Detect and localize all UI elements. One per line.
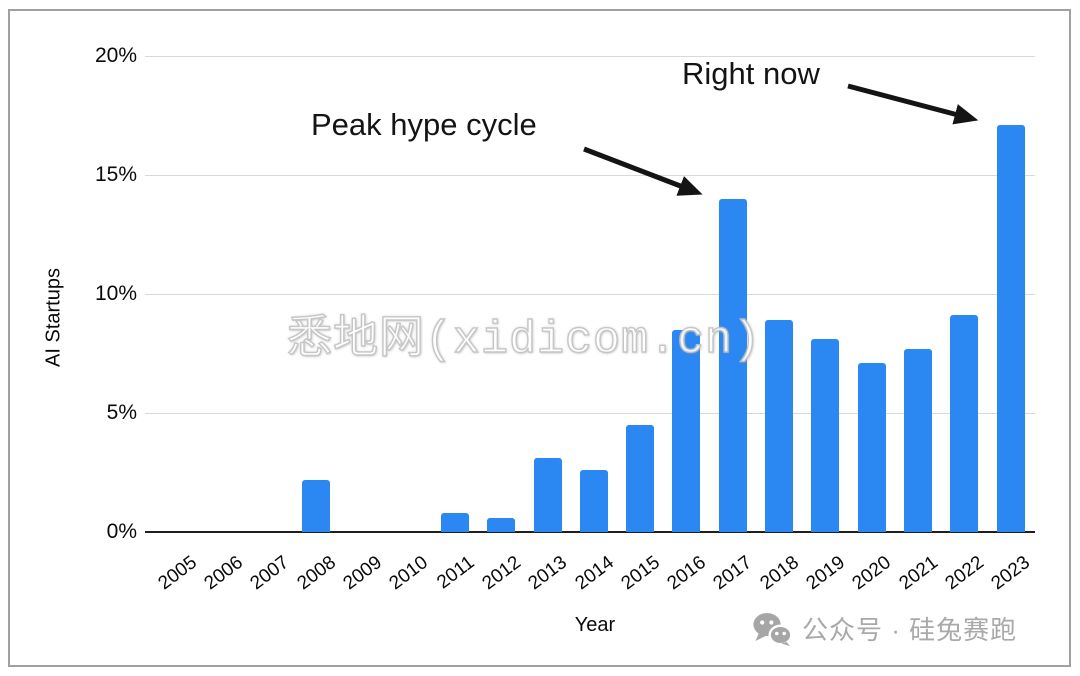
x-tick-label-2006: 2006 (200, 552, 248, 595)
x-tick-label-2005: 2005 (154, 552, 201, 595)
x-tick-label-2021: 2021 (895, 552, 942, 595)
wechat-account-label: 公众号 · 硅兔赛跑 (802, 615, 1018, 645)
x-tick-label-2014: 2014 (571, 552, 618, 595)
annotation-right-now: Right now (682, 56, 820, 91)
x-tick-label-2012: 2012 (478, 552, 525, 595)
bar-2020 (857, 363, 886, 532)
x-tick-label-2013: 2013 (524, 552, 572, 595)
bar-2018 (765, 320, 794, 532)
y-tick-label-10%: 10% (94, 282, 137, 305)
bar-2017 (718, 198, 747, 532)
annotation-peak-hype-cycle: Peak hype cycle (311, 107, 537, 142)
bar-2021 (903, 348, 932, 532)
bar-2023 (996, 125, 1025, 532)
wechat-footer: 公众号 · 硅兔赛跑 (752, 610, 1017, 647)
bar-2016 (672, 329, 701, 532)
y-tick-label-0%: 0% (106, 520, 137, 543)
x-tick-label-2023: 2023 (987, 552, 1035, 595)
x-tick-label-2017: 2017 (709, 552, 757, 595)
right-now-arrow (847, 83, 979, 125)
watermark-text: 悉地网(xidicom.cn) (286, 314, 762, 366)
chart-card-border (8, 9, 1071, 667)
x-tick-label-2015: 2015 (617, 552, 664, 595)
bar-2012 (487, 517, 516, 532)
x-tick-label-2022: 2022 (941, 552, 988, 595)
gridline-10% (145, 294, 1035, 295)
gridline-0% (145, 531, 1035, 533)
x-tick-label-2011: 2011 (433, 552, 479, 594)
bar-2022 (950, 315, 979, 532)
x-tick-label-2020: 2020 (848, 552, 896, 595)
y-tick-label-5%: 5% (106, 401, 137, 424)
x-tick-label-2016: 2016 (663, 552, 711, 595)
y-tick-label-15%: 15% (94, 163, 137, 186)
x-tick-label-2007: 2007 (246, 552, 294, 595)
x-tick-label-2009: 2009 (339, 552, 386, 595)
gridline-20% (145, 56, 1035, 57)
x-tick-label-2018: 2018 (756, 552, 803, 595)
x-tick-label-2008: 2008 (293, 552, 340, 595)
gridline-5% (145, 413, 1035, 414)
bar-2011 (440, 512, 469, 532)
wechat-icon (753, 612, 792, 646)
y-tick-label-20%: 20% (94, 44, 137, 67)
bar-2015 (626, 424, 655, 532)
y-axis-title: AI Startups (42, 268, 65, 367)
gridline-15% (145, 175, 1035, 176)
bar-2013 (533, 458, 562, 532)
x-tick-label-2010: 2010 (385, 552, 433, 595)
x-axis-title: Year (574, 614, 616, 636)
bar-2008 (302, 479, 331, 532)
bar-2019 (811, 339, 840, 532)
peak-hype-arrow (583, 146, 703, 196)
bar-2014 (579, 470, 608, 532)
x-tick-label-2019: 2019 (802, 552, 849, 595)
